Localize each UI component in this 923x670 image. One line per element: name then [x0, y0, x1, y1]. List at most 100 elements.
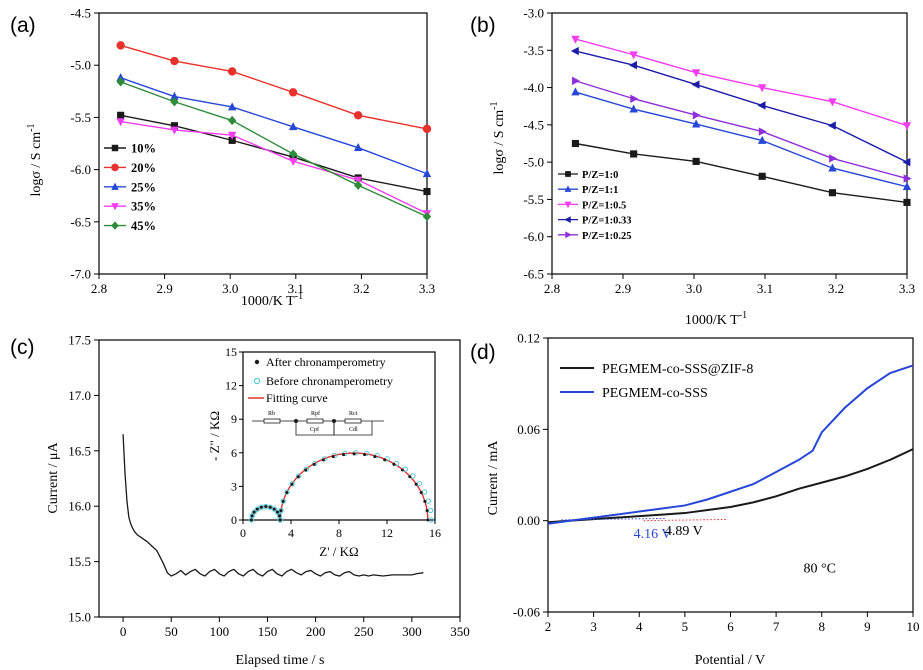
- panel-a-series-0-point-5: [423, 187, 431, 196]
- inset-legend-label-after: After chronamperometry: [266, 355, 386, 369]
- inset-before-point-3: [284, 489, 290, 495]
- panel-a-series-2-point-0: [116, 73, 125, 82]
- panel-d-label: (d): [470, 341, 496, 364]
- panel-b-series-1-point-4: [828, 163, 837, 172]
- panel-b-y-tick-label-3: -5.0: [523, 155, 544, 170]
- panel-d-series-0-line: [547, 448, 914, 524]
- panel-b-y-tick-label-4: -4.5: [523, 117, 544, 132]
- inset-after-point-33: [278, 518, 282, 522]
- panel-b-label: (b): [470, 14, 496, 37]
- panel-a-x-tick-label-0: 2.8: [91, 281, 107, 296]
- panel-a: (a) 2.8 2.9 3.0 3.1 3.2 3.3 -7.0 -6.5 -6.0 -5.5 -5…: [10, 6, 435, 310]
- panel-c-x-tick-label-2: 100: [210, 624, 230, 639]
- panel-c-x-tick-label-1: 50: [165, 624, 178, 639]
- inset-y-tick-label-0: 0: [231, 513, 237, 527]
- inset-after-point-31: [275, 510, 279, 514]
- inset-before-point-7: [312, 460, 318, 467]
- panel-c-y-tick-label-2: 16.0: [68, 499, 91, 514]
- panel-b-series-0-point-2: [692, 157, 700, 165]
- panel-b-series-2-point-0: [571, 35, 580, 44]
- panel-a-y-tick-label-1: -6.5: [70, 214, 91, 229]
- panel-c-inset: 0 4 8 12 16 0 3 6 9 12 15 Z' / KΩ - Z" / KΩ After chr…: [207, 344, 443, 568]
- inset-after-point-12: [363, 453, 367, 457]
- panel-a-series-2-line: [120, 77, 428, 175]
- panel-a-series-0-point-0: [117, 111, 125, 119]
- inset-after-point-24: [250, 514, 254, 518]
- panel-b-series-4-point-4: [829, 154, 838, 163]
- panel-b-series-3-point-5: [902, 157, 911, 167]
- panel-b-y-tick-label-7: -3.0: [523, 6, 544, 21]
- panel-b-legend-label-2: P/Z=1:0.5: [582, 200, 626, 211]
- inset-after-point-10: [341, 453, 345, 457]
- panel-a-series-4-point-2: [227, 115, 237, 126]
- panel-b: (b) 2.8 2.9 3.0 3.1 3.2 3.3 -6.5 -6.0 -5.5 -5.0 -4…: [470, 6, 915, 329]
- panel-a-x-tick-label-4: 3.2: [353, 281, 369, 296]
- panel-a-series-4-line: [120, 81, 428, 218]
- panel-a-legend-label-2: 25%: [131, 180, 156, 194]
- panel-b-series-2-point-4: [828, 98, 837, 107]
- inset-after-point-3: [285, 491, 289, 495]
- inset-y-tick-label-1: 3: [231, 479, 237, 493]
- inset-after-point-16: [400, 468, 404, 472]
- panel-b-x-tick-label-1: 2.9: [615, 281, 631, 296]
- inset-x-tick-label-4: 16: [429, 526, 441, 540]
- panel-d-x-tick-label-4: 6: [727, 619, 734, 634]
- inset-x-tick-label-3: 12: [381, 526, 393, 540]
- panel-a-y-tick-label-0: -7.0: [70, 267, 91, 282]
- panel-b-x-tick-label-5: 3.3: [899, 281, 915, 296]
- inset-after-point-5: [296, 475, 300, 479]
- panel-a-x-title: 1000/K T-1: [241, 291, 303, 309]
- panel-b-series-4-point-1: [630, 94, 639, 103]
- panel-a-x-tick-label-5: 3.3: [419, 281, 435, 296]
- panel-a-series-2-point-4: [353, 143, 363, 152]
- panel-a-legend-label-4: 45%: [131, 219, 156, 233]
- inset-before-point-30: [271, 506, 277, 512]
- panel-a-series-0-point-1: [170, 122, 179, 130]
- panel-a-series-1-point-5: [422, 124, 432, 134]
- inset-after-point-13: [373, 455, 377, 459]
- panel-a-series-2-point-1: [170, 91, 179, 100]
- panel-b-series-2-point-5: [902, 122, 912, 131]
- panel-b-y-title: logσ / S cm-1: [489, 101, 507, 174]
- panel-c-y-tick-label-1: 15.5: [68, 554, 91, 569]
- circuit-label-cpf: Cpf: [310, 426, 319, 433]
- panel-a-series-4-point-0: [116, 77, 125, 87]
- panel-b-y-tick-label-5: -4.0: [523, 80, 544, 95]
- panel-c-label: (c): [10, 336, 35, 359]
- panel-a-series-3-point-3: [288, 157, 298, 166]
- panel-b-series-4-point-5: [903, 174, 912, 183]
- panel-b-legend-label-1: P/Z=1:1: [582, 185, 618, 196]
- panel-a-series-3-point-2: [227, 131, 237, 140]
- inset-before-point-8: [321, 456, 328, 462]
- inset-legend-marker-before: [253, 377, 261, 385]
- panel-b-series-3-point-4: [827, 121, 836, 130]
- panel-b-legend-label-3: P/Z=1:0.33: [582, 216, 631, 227]
- panel-d-legend-label-0: PEGMEM-co-SSS@ZIF-8: [602, 362, 753, 377]
- inset-after-point-27: [259, 505, 263, 509]
- panel-b-x-title: 1000/K T-1: [685, 310, 747, 328]
- panel-d-x-tick-label-2: 4: [636, 619, 643, 634]
- panel-b-series-4-point-0: [572, 76, 581, 86]
- panel-c-x-tick-label-6: 300: [402, 624, 422, 639]
- panel-b-series-1-line: [575, 91, 908, 188]
- inset-after-point-23: [249, 518, 253, 522]
- inset-after-point-6: [304, 468, 308, 472]
- panel-b-series-0-line: [575, 142, 908, 204]
- panel-b-series-4-point-3: [758, 127, 767, 136]
- panel-d-x-tick-label-3: 5: [682, 619, 689, 634]
- panel-b-series-4-point-2: [692, 110, 701, 120]
- panel-a-series-3-point-1: [170, 126, 179, 135]
- panel-b-legend-marker-2: [564, 201, 572, 209]
- panel-a-y-tick-label-4: -5.0: [70, 58, 91, 73]
- panel-d-x-tick-label-5: 7: [773, 619, 780, 634]
- panel-b-series-2-line: [575, 38, 908, 127]
- panel-a-y-title: logσ / S cm-1: [26, 123, 44, 196]
- panel-a-x-tick-label-3: 3.1: [288, 281, 304, 296]
- panel-d-y-tick-label-0: -0.06: [513, 605, 541, 620]
- inset-after-point-8: [321, 458, 325, 462]
- panel-b-axes-frame: [551, 12, 908, 275]
- panel-a-series-2-point-2: [227, 102, 237, 111]
- panel-a-legend-marker-1: [111, 163, 119, 172]
- inset-y-tick-label-2: 6: [231, 446, 237, 460]
